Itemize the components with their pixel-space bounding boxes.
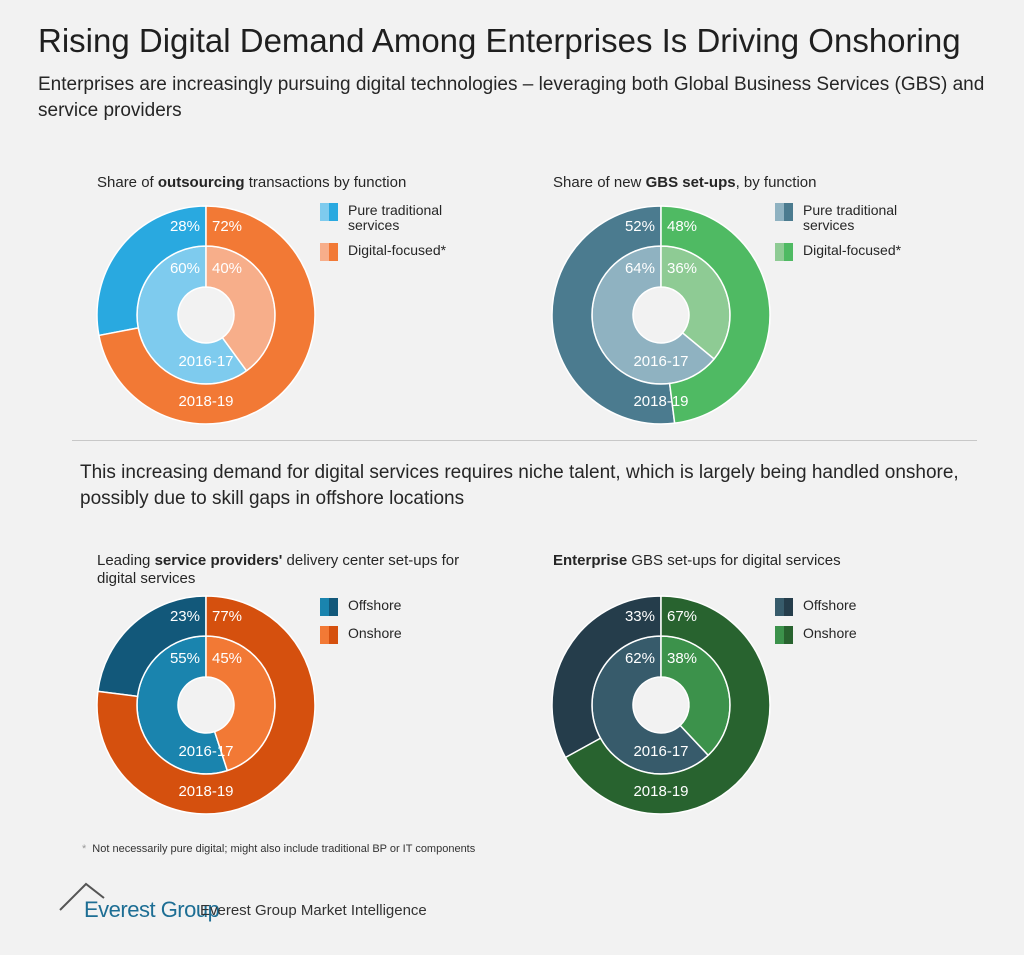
legend-item: Offshore	[775, 598, 915, 616]
chart-title: Share of new GBS set-ups, by function	[553, 174, 913, 192]
footnote: * Not necessarily pure digital; might als…	[82, 843, 475, 855]
donut-segment-2018-19-pure-traditional-services	[96, 205, 207, 337]
ring-year-label: 2018-19	[633, 783, 688, 800]
data-label: 28%	[170, 218, 200, 235]
page-subtitle: Enterprises are increasingly pursuing di…	[38, 74, 985, 121]
donut-chart: 62% 38% 2016-17 33% 67% 2018-19	[551, 595, 771, 815]
legend-label: Onshore	[803, 625, 857, 641]
ring-year-label: 2018-19	[633, 393, 688, 410]
chart-title-part: Share of new	[553, 174, 646, 191]
section-divider	[72, 440, 977, 441]
chart-title-part: service providers'	[154, 552, 283, 569]
data-label: 23%	[170, 608, 200, 625]
data-label: 38%	[667, 650, 697, 667]
chart-title-part: outsourcing	[157, 174, 245, 191]
ring-year-label: 2016-17	[633, 743, 688, 760]
data-label: 48%	[667, 218, 697, 235]
chart-title-part: , by function	[735, 174, 817, 191]
ring-year-label: 2016-17	[178, 353, 233, 370]
legend-swatch	[775, 626, 793, 644]
chart-title: Enterprise GBS set-ups for digital servi…	[553, 552, 913, 570]
legend-label: Digital-focused*	[348, 242, 447, 258]
legend-item: Pure traditional services	[320, 203, 460, 233]
data-label: 60%	[170, 260, 200, 277]
data-label: 77%	[212, 608, 242, 625]
donut-segment-2018-19-digital-focused-	[98, 205, 316, 425]
brand-text: Everest Group Market Intelligence	[200, 902, 427, 919]
legend-label: Pure traditional services	[803, 202, 898, 233]
donut-chart: 55% 45% 2016-17 23% 77% 2018-19	[96, 595, 316, 815]
data-label: 52%	[625, 218, 655, 235]
legend-item: Onshore	[320, 626, 460, 644]
legend-label: Pure traditional services	[348, 202, 443, 233]
ring-year-label: 2018-19	[178, 393, 233, 410]
chart-title-part: Leading	[97, 552, 155, 569]
chart-title: Share of outsourcing transactions by fun…	[97, 174, 457, 192]
chart-legend: Pure traditional services Digital-focused…	[775, 203, 915, 271]
logo-text: Everest Group	[84, 897, 220, 922]
legend-item: Digital-focused*	[775, 243, 915, 261]
chart-title-part: delivery center set-ups for digital serv…	[97, 552, 460, 587]
legend-swatch	[320, 598, 338, 616]
donut-segment-2018-19-pure-traditional-services	[551, 205, 676, 425]
footnote-text: Not necessarily pure digital; might also…	[92, 843, 476, 855]
data-label: 36%	[667, 260, 697, 277]
donut-segment-2018-19-onshore	[96, 595, 316, 815]
donut-chart: 64% 36% 2016-17 52% 48% 2018-19	[551, 205, 771, 425]
legend-swatch	[320, 203, 338, 221]
data-label: 72%	[212, 218, 242, 235]
page-title: Rising Digital Demand Among Enterprises …	[38, 22, 961, 59]
legend-item: Pure traditional services	[775, 203, 915, 233]
everest-mountain-logo-icon	[59, 882, 105, 911]
chart-legend: Offshore Onshore	[320, 598, 460, 654]
legend-item: Onshore	[775, 626, 915, 644]
legend-label: Offshore	[803, 597, 857, 613]
chart-title-part: Share of	[97, 174, 158, 191]
data-label: 45%	[212, 650, 242, 667]
chart-title-part: Enterprise	[553, 552, 628, 569]
data-label: 67%	[667, 608, 697, 625]
legend-swatch	[775, 203, 793, 221]
chart-title-part: GBS set-ups for digital services	[627, 552, 841, 569]
ring-year-label: 2018-19	[178, 783, 233, 800]
legend-swatch	[775, 243, 793, 261]
chart-legend: Offshore Onshore	[775, 598, 915, 654]
chart-legend: Pure traditional services Digital-focused…	[320, 203, 460, 271]
chart-title: Leading service providers' delivery cent…	[97, 552, 467, 588]
data-label: 33%	[625, 608, 655, 625]
data-label: 55%	[170, 650, 200, 667]
legend-swatch	[320, 626, 338, 644]
donut-segment-2018-19-onshore	[564, 595, 771, 815]
donut-segment-2018-19-digital-focused-	[660, 205, 771, 424]
data-label: 40%	[212, 260, 242, 277]
donut-chart: 60% 40% 2016-17 28% 72% 2018-19	[96, 205, 316, 425]
legend-swatch	[775, 598, 793, 616]
donut-segment-2018-19-offshore	[551, 595, 662, 759]
legend-label: Offshore	[348, 597, 402, 613]
legend-swatch	[320, 243, 338, 261]
data-label: 62%	[625, 650, 655, 667]
section-text: This increasing demand for digital servi…	[80, 462, 959, 509]
ring-year-label: 2016-17	[633, 353, 688, 370]
legend-label: Digital-focused*	[803, 242, 902, 258]
legend-label: Onshore	[348, 625, 402, 641]
legend-item: Digital-focused*	[320, 243, 460, 261]
data-label: 64%	[625, 260, 655, 277]
legend-item: Offshore	[320, 598, 460, 616]
ring-year-label: 2016-17	[178, 743, 233, 760]
chart-title-part: transactions by function	[244, 174, 407, 191]
chart-title-part: GBS set-ups	[645, 174, 736, 191]
footnote-marker: *	[82, 843, 87, 855]
